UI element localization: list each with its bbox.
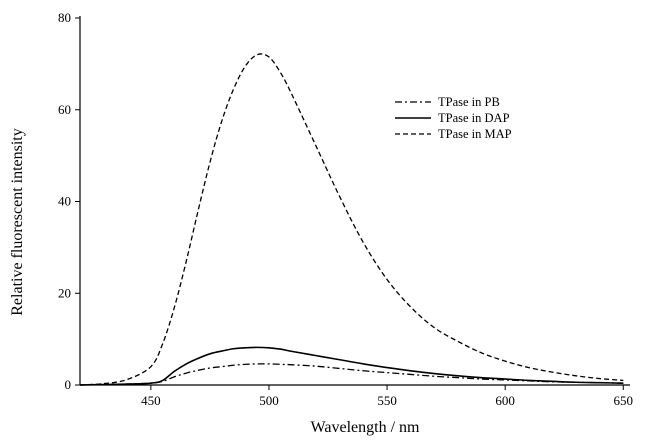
legend-label: TPase in MAP: [438, 127, 512, 141]
series-line-tpase-in-dap: [79, 346, 624, 386]
series-group: [79, 53, 624, 386]
x-tick-label: 450: [141, 393, 161, 408]
x-tick-label: 550: [377, 393, 397, 408]
axes: 450 500 550 600 650 0 20 40 60 80: [58, 10, 633, 408]
series-line-tpase-in-pb: [79, 363, 624, 386]
y-tick-label: 60: [58, 102, 71, 117]
x-tick-label: 600: [495, 393, 515, 408]
x-tick-label: 500: [259, 393, 279, 408]
y-axis-title: Relative fluorescent intensity: [9, 128, 26, 316]
series-line-tpase-in-map: [79, 53, 624, 386]
x-tick-label: 650: [614, 393, 634, 408]
y-tick-label: 0: [65, 377, 72, 392]
x-axis-title: Wavelength / nm: [311, 419, 420, 436]
y-tick-label: 40: [58, 194, 71, 209]
y-tick-label: 80: [58, 10, 71, 25]
legend-label: TPase in PB: [438, 95, 500, 109]
legend-label: TPase in DAP: [438, 111, 510, 125]
legend: TPase in PB TPase in DAP TPase in MAP: [395, 95, 512, 141]
y-tick-label: 20: [58, 285, 71, 300]
